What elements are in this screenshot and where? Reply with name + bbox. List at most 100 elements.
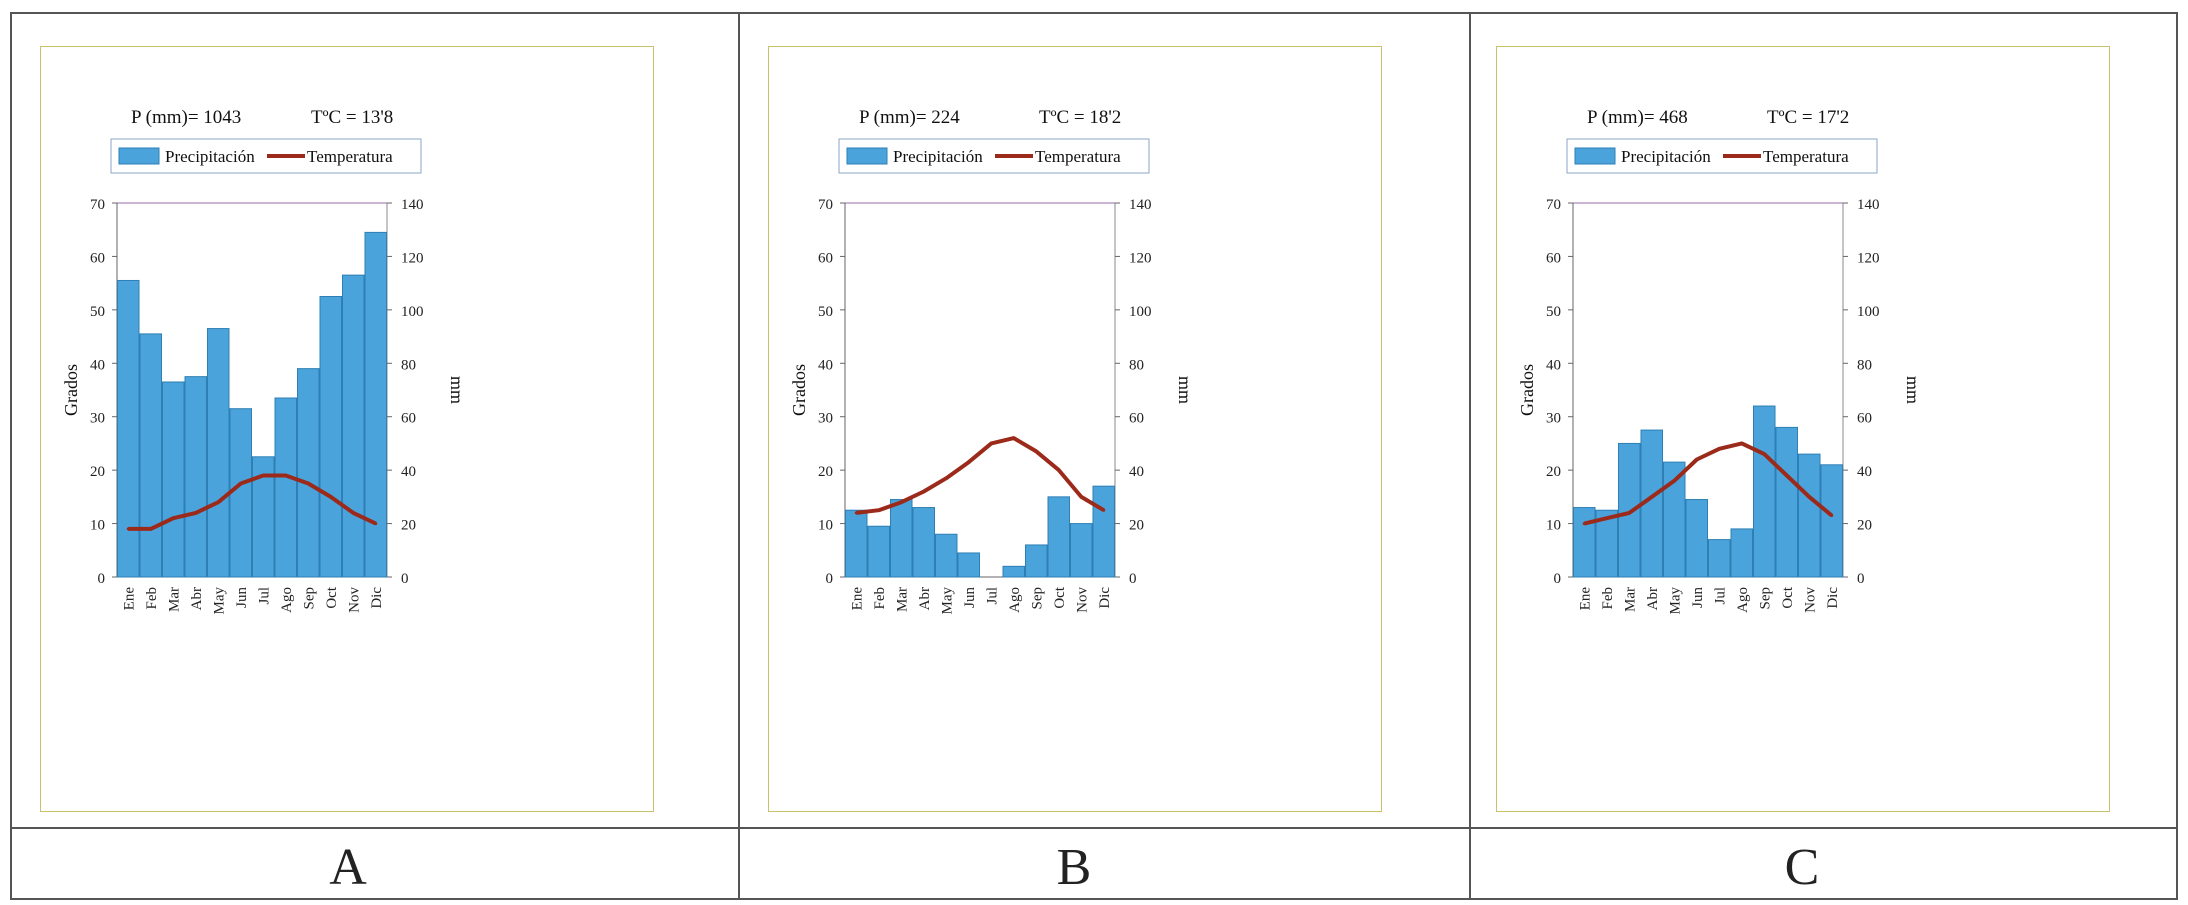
y2-tick-label: 140: [1857, 197, 1880, 213]
x-tick-label: Oct: [324, 586, 340, 608]
precip-bar: [319, 296, 342, 578]
y-tick-label: 10: [90, 518, 105, 534]
x-tick-label: Jun: [962, 587, 978, 608]
temperature-point: [126, 527, 130, 531]
temperature-line: [1583, 441, 1834, 526]
outer-frame: [10, 12, 2178, 900]
precip-bar: [845, 509, 868, 578]
temperature-point: [1627, 511, 1631, 515]
legend-label-precip: Precipitación: [893, 147, 983, 166]
temperature-point: [1034, 449, 1038, 453]
y-tick-label: 40: [90, 357, 105, 373]
x-tick-label: Sep: [301, 587, 317, 610]
x-tick-label: May: [211, 587, 227, 615]
precip-total-label: P (mm)= 224: [859, 107, 960, 128]
y2-tick-label: 140: [401, 197, 424, 213]
y-tick-label: 0: [1554, 571, 1562, 587]
x-tick-label: Abr: [1645, 587, 1661, 610]
temperature-point: [1605, 516, 1609, 520]
x-tick-label: Feb: [144, 587, 160, 610]
legend-label-temp: Temperatura: [307, 147, 393, 166]
caption-row-divider: [10, 827, 2178, 829]
legend-label-temp: Temperatura: [1035, 147, 1121, 166]
y-tick-label: 60: [1546, 250, 1561, 266]
x-tick-label: Ago: [1007, 587, 1023, 613]
precip-bar: [1820, 464, 1843, 578]
y2-tick-label: 80: [401, 357, 416, 373]
chart-panel-b: P (mm)= 224 TºC = 18'2 Precipitación Temper…: [768, 46, 1382, 812]
temperature-point: [1057, 468, 1061, 472]
legend-label-temp: Temperatura: [1763, 147, 1849, 166]
precip-bar: [1618, 442, 1641, 578]
precip-bar: [1002, 565, 1025, 578]
x-tick-label: Nov: [1074, 587, 1090, 613]
y-tick-label: 50: [818, 304, 833, 320]
temperature-point: [1807, 495, 1811, 499]
y2-axis-title: mm: [447, 376, 467, 404]
precip-bar: [1595, 509, 1618, 578]
x-tick-label: Abr: [189, 587, 205, 610]
y2-tick-label: 20: [401, 518, 416, 534]
temperature-point: [239, 482, 243, 485]
precip-bar: [139, 333, 162, 578]
y2-axis-title: mm: [1903, 376, 1923, 404]
x-tick-label: Feb: [872, 587, 888, 610]
y-axis-title: Grados: [1517, 364, 1537, 416]
precip-bar: [207, 328, 230, 578]
temperature-point: [1762, 452, 1766, 456]
y2-tick-label: 0: [1857, 571, 1865, 587]
x-tick-label: Sep: [1029, 587, 1045, 610]
temperature-point: [1695, 457, 1699, 461]
legend-box: [838, 138, 1150, 174]
y2-tick-label: 100: [1857, 304, 1880, 320]
y-tick-label: 30: [1546, 411, 1561, 427]
y2-tick-label: 40: [1129, 464, 1144, 480]
temp-mean-label: TºC = 17'2: [1767, 107, 1849, 128]
temperature-point: [329, 495, 333, 499]
y2-tick-label: 0: [1129, 571, 1137, 587]
precip-total-label: P (mm)= 1043: [131, 107, 241, 128]
y-tick-label: 30: [90, 411, 105, 427]
chart-caption-a: A: [329, 839, 367, 896]
precip-bar: [297, 368, 320, 578]
y2-tick-label: 120: [401, 250, 424, 266]
temperature-point: [967, 460, 971, 464]
temperature-point: [899, 500, 903, 504]
precip-bar: [1092, 485, 1115, 578]
y2-tick-label: 40: [401, 464, 416, 480]
temperature-point: [1102, 508, 1106, 512]
y-tick-label: 50: [1546, 304, 1561, 320]
y2-axis-title: mm: [1175, 376, 1195, 404]
legend-label-precip: Precipitación: [1621, 147, 1711, 166]
climate-chart-a: P (mm)= 1043 TºC = 13'8 Precipitación Tempe…: [61, 107, 467, 615]
x-tick-label: Ene: [121, 587, 137, 611]
x-tick-label: Ene: [849, 587, 865, 611]
x-tick-label: Abr: [917, 587, 933, 610]
temperature-point: [194, 511, 198, 515]
y-tick-label: 20: [1546, 464, 1561, 480]
y-tick-label: 70: [818, 197, 833, 213]
y-tick-label: 40: [818, 357, 833, 373]
temperature-point: [374, 522, 378, 526]
y2-tick-label: 60: [1129, 411, 1144, 427]
climate-chart-c: P (mm)= 468 TºC = 17'2 Precipitación Temper…: [1517, 107, 1923, 615]
precip-bar: [957, 552, 980, 578]
legend-label-precip: Precipitación: [165, 147, 255, 166]
x-tick-label: Jun: [1690, 587, 1706, 608]
y2-tick-label: 60: [1857, 411, 1872, 427]
precip-bar: [912, 507, 935, 578]
precip-bar: [890, 499, 913, 578]
x-tick-label: Jun: [234, 587, 250, 608]
temperature-point: [1650, 495, 1654, 499]
temperature-point: [216, 500, 220, 504]
x-tick-label: Mar: [166, 587, 182, 612]
precip-bar: [1663, 461, 1686, 578]
x-tick-label: Feb: [1600, 587, 1616, 610]
legend-box: [110, 138, 422, 174]
y-tick-label: 40: [1546, 357, 1561, 373]
temperature-point: [351, 511, 355, 515]
temperature-point: [284, 473, 288, 477]
precip-bar: [1708, 539, 1731, 578]
temperature-point: [1079, 495, 1083, 499]
temp-mean-label: TºC = 13'8: [311, 107, 393, 128]
